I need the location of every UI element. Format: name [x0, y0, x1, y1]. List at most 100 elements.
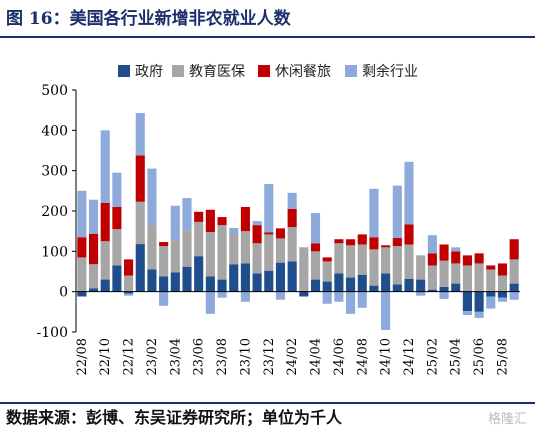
bar-segment	[474, 263, 484, 292]
bar-segment	[392, 284, 402, 292]
bar-segment	[404, 224, 414, 245]
x-tick-label: 25/04	[449, 338, 464, 375]
bar-segment	[135, 155, 145, 202]
bar-segment	[310, 243, 321, 252]
bar-segment	[88, 288, 99, 292]
bar-segment	[474, 253, 484, 264]
bar-segment	[217, 225, 227, 280]
bar-segment	[322, 281, 332, 292]
x-tick-label: 24/02	[285, 338, 300, 375]
y-tick-label: 300	[41, 164, 68, 180]
bar-segment	[170, 205, 180, 241]
legend-item-other-industries: 剩余行业	[345, 60, 418, 82]
legend-item-education-health: 教育医保	[172, 60, 245, 82]
y-tick-label: 0	[59, 285, 68, 301]
x-tick-label: 23/02	[145, 338, 160, 375]
bar-segment	[427, 289, 437, 292]
bar-segment	[346, 239, 356, 246]
bar-segment	[322, 261, 332, 282]
legend-item-government: 政府	[118, 60, 163, 82]
bar-segment	[147, 225, 157, 270]
bar-segment	[392, 246, 402, 285]
bar-segment	[287, 192, 297, 209]
legend-label-education-health: 教育医保	[189, 64, 245, 80]
bar-segment	[299, 247, 309, 292]
x-tick-label: 24/12	[402, 338, 417, 375]
bar-segment	[135, 244, 145, 292]
y-tick-label: 400	[41, 123, 68, 139]
bar-segment	[135, 201, 145, 245]
x-tick-label: 24/08	[355, 338, 370, 375]
bar-segment	[404, 244, 414, 279]
legend-swatch-government	[118, 65, 130, 77]
bar-segment	[451, 251, 461, 264]
bar-segment	[217, 291, 227, 298]
bar-segment	[100, 279, 110, 292]
bar-segment	[275, 291, 286, 300]
bar-segment	[240, 206, 250, 232]
x-tick-label: 22/10	[98, 338, 113, 375]
bar-segment	[392, 185, 402, 239]
y-tick-label: 500	[41, 83, 68, 99]
bar-segment	[77, 190, 87, 238]
x-tick-label: 22/12	[122, 338, 137, 375]
bar-segment	[112, 265, 122, 292]
bar-segment	[497, 297, 508, 302]
bar-segment	[275, 228, 286, 239]
stacked-bar-chart: -100 0 100 200 300 400 500 22/08 22/10 22/12 23/0…	[37, 83, 520, 375]
bar-segment	[462, 265, 472, 292]
bar-segment	[334, 273, 344, 292]
bar-segment	[275, 238, 286, 263]
bar-segment	[509, 259, 519, 284]
bar-segment	[275, 262, 286, 292]
bar-segment	[474, 291, 484, 312]
y-tick-label: 100	[41, 244, 68, 260]
bar-segment	[310, 279, 321, 292]
bar-segment	[357, 291, 367, 308]
bar-segment	[486, 296, 496, 309]
bar-segment	[159, 246, 169, 277]
legend-label-leisure-hospitality: 休闲餐旅	[275, 64, 331, 80]
bar-segment	[194, 256, 204, 292]
bar-segment	[264, 270, 274, 292]
x-tick-label: 25/02	[425, 338, 440, 375]
bar-segment	[147, 168, 157, 226]
source-divider	[0, 402, 535, 404]
x-tick-label: 24/10	[379, 338, 394, 375]
x-tick-label: 25/06	[472, 338, 487, 375]
bar-segment	[357, 234, 367, 245]
bar-segment	[194, 221, 204, 257]
bar-segment	[264, 234, 274, 271]
bar-segment	[299, 291, 309, 297]
bar-segment	[346, 245, 356, 278]
bar-segment	[252, 243, 262, 274]
bar-segment	[439, 286, 449, 292]
x-tick-label: 23/12	[262, 338, 277, 375]
bar-segment	[100, 241, 110, 280]
x-tick-label: 24/06	[332, 338, 347, 375]
bar-segment	[486, 265, 496, 270]
bar-segment	[451, 283, 461, 292]
bar-segment	[427, 235, 437, 254]
bar-segment	[451, 263, 461, 284]
source-note: 数据来源：彭博、东吴证券研究所；单位为千人	[6, 408, 343, 427]
bar-segment	[497, 291, 508, 298]
bar-segment	[100, 130, 110, 203]
bar-segment	[264, 232, 274, 235]
bar-segment	[497, 275, 508, 292]
bar-segment	[100, 202, 110, 242]
bar-segment	[182, 198, 192, 231]
bar-segment	[159, 291, 169, 306]
bar-segment	[124, 291, 134, 294]
bar-segment	[462, 311, 472, 316]
legend-swatch-education-health	[172, 65, 184, 77]
bar-segment	[112, 229, 122, 266]
bar-segment	[392, 238, 402, 247]
bar-segment	[112, 172, 122, 207]
bar-segment	[205, 231, 215, 277]
bar-segment	[159, 276, 169, 292]
x-tick-label: 23/10	[238, 338, 253, 375]
bar-segment	[124, 259, 134, 276]
bar-segment	[240, 231, 250, 264]
x-tick-label: 23/04	[168, 338, 183, 375]
